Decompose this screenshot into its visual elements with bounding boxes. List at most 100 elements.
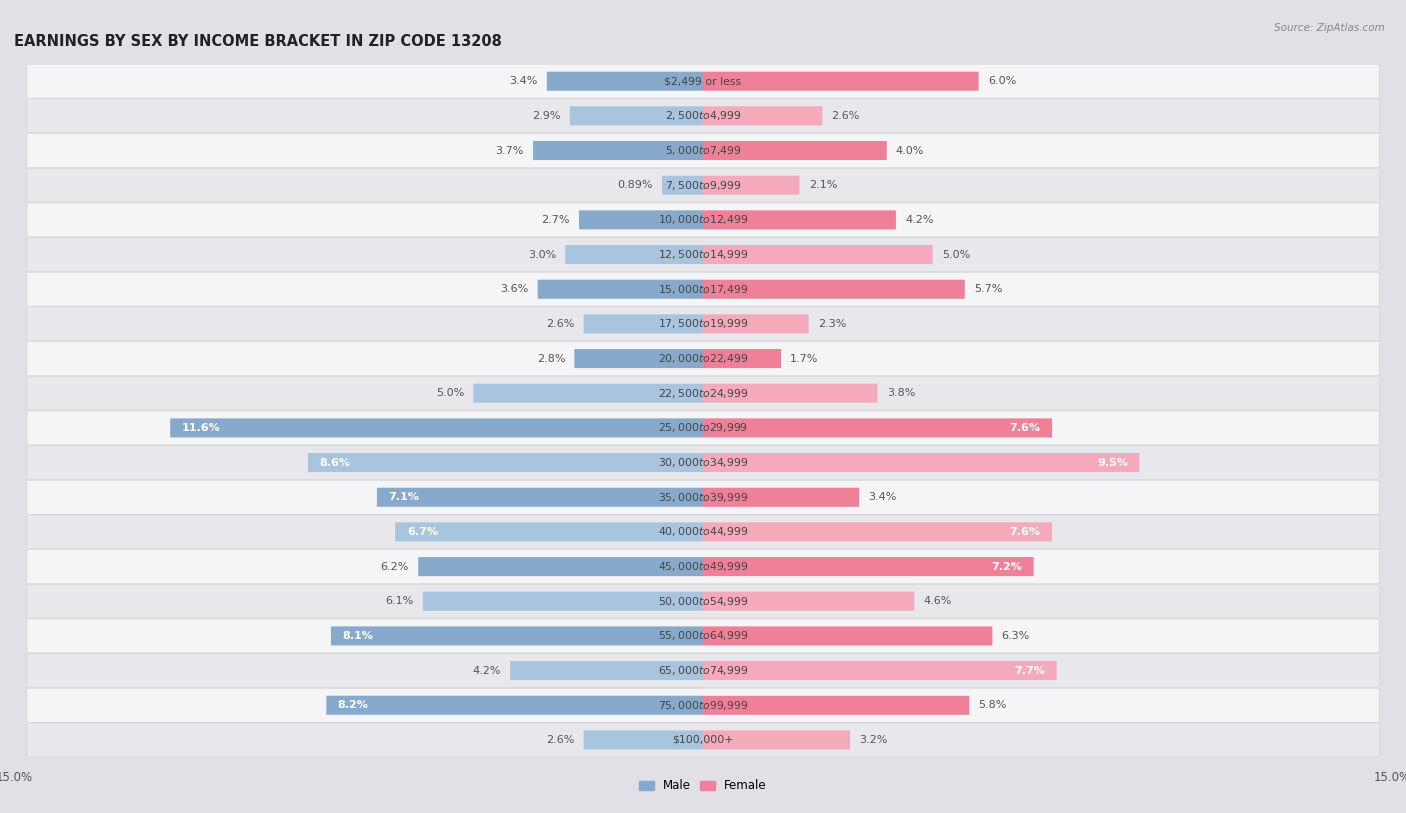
Text: Source: ZipAtlas.com: Source: ZipAtlas.com xyxy=(1274,23,1385,33)
FancyBboxPatch shape xyxy=(569,107,703,125)
Text: $20,000 to $22,499: $20,000 to $22,499 xyxy=(658,352,748,365)
FancyBboxPatch shape xyxy=(583,730,703,750)
FancyBboxPatch shape xyxy=(703,626,993,646)
FancyBboxPatch shape xyxy=(703,107,823,125)
FancyBboxPatch shape xyxy=(27,585,1379,618)
Text: 4.2%: 4.2% xyxy=(905,215,934,225)
Text: 7.6%: 7.6% xyxy=(1010,423,1040,433)
FancyBboxPatch shape xyxy=(395,523,703,541)
Text: 11.6%: 11.6% xyxy=(181,423,221,433)
Text: $17,500 to $19,999: $17,500 to $19,999 xyxy=(658,317,748,330)
FancyBboxPatch shape xyxy=(583,315,703,333)
FancyBboxPatch shape xyxy=(703,557,1033,576)
FancyBboxPatch shape xyxy=(703,141,887,160)
FancyBboxPatch shape xyxy=(27,168,1379,202)
FancyBboxPatch shape xyxy=(703,280,965,298)
Text: $7,500 to $9,999: $7,500 to $9,999 xyxy=(665,179,741,192)
FancyBboxPatch shape xyxy=(575,349,703,368)
Text: 7.6%: 7.6% xyxy=(1010,527,1040,537)
Text: 8.1%: 8.1% xyxy=(343,631,374,641)
Legend: Male, Female: Male, Female xyxy=(634,775,772,798)
Text: $10,000 to $12,499: $10,000 to $12,499 xyxy=(658,213,748,226)
FancyBboxPatch shape xyxy=(27,99,1379,133)
FancyBboxPatch shape xyxy=(27,723,1379,757)
Text: 5.0%: 5.0% xyxy=(942,250,970,259)
Text: $12,500 to $14,999: $12,500 to $14,999 xyxy=(658,248,748,261)
FancyBboxPatch shape xyxy=(474,384,703,402)
FancyBboxPatch shape xyxy=(510,661,703,680)
FancyBboxPatch shape xyxy=(27,480,1379,515)
Text: 4.6%: 4.6% xyxy=(924,596,952,606)
Text: 6.7%: 6.7% xyxy=(406,527,437,537)
Text: 8.6%: 8.6% xyxy=(319,458,350,467)
FancyBboxPatch shape xyxy=(703,72,979,91)
FancyBboxPatch shape xyxy=(326,696,703,715)
Text: $100,000+: $100,000+ xyxy=(672,735,734,745)
Text: $2,500 to $4,999: $2,500 to $4,999 xyxy=(665,110,741,122)
Text: 3.0%: 3.0% xyxy=(527,250,555,259)
Text: 2.1%: 2.1% xyxy=(808,180,837,190)
FancyBboxPatch shape xyxy=(703,349,782,368)
FancyBboxPatch shape xyxy=(27,133,1379,167)
Text: 2.6%: 2.6% xyxy=(546,735,575,745)
Text: 3.7%: 3.7% xyxy=(495,146,524,155)
FancyBboxPatch shape xyxy=(27,446,1379,480)
FancyBboxPatch shape xyxy=(703,523,1052,541)
FancyBboxPatch shape xyxy=(27,341,1379,376)
FancyBboxPatch shape xyxy=(703,488,859,506)
Text: 2.6%: 2.6% xyxy=(546,319,575,329)
Text: 5.8%: 5.8% xyxy=(979,700,1007,711)
FancyBboxPatch shape xyxy=(703,419,1052,437)
Text: $75,000 to $99,999: $75,000 to $99,999 xyxy=(658,699,748,711)
Text: 6.3%: 6.3% xyxy=(1001,631,1029,641)
FancyBboxPatch shape xyxy=(27,237,1379,272)
FancyBboxPatch shape xyxy=(27,619,1379,653)
FancyBboxPatch shape xyxy=(27,515,1379,549)
Text: $30,000 to $34,999: $30,000 to $34,999 xyxy=(658,456,748,469)
FancyBboxPatch shape xyxy=(27,550,1379,584)
FancyBboxPatch shape xyxy=(565,245,703,264)
FancyBboxPatch shape xyxy=(27,689,1379,722)
FancyBboxPatch shape xyxy=(423,592,703,611)
FancyBboxPatch shape xyxy=(703,245,932,264)
Text: 2.8%: 2.8% xyxy=(537,354,565,363)
Text: 2.9%: 2.9% xyxy=(531,111,561,121)
Text: 7.2%: 7.2% xyxy=(991,562,1022,572)
Text: 6.0%: 6.0% xyxy=(988,76,1017,86)
Text: 3.2%: 3.2% xyxy=(859,735,887,745)
FancyBboxPatch shape xyxy=(170,419,703,437)
FancyBboxPatch shape xyxy=(703,696,969,715)
FancyBboxPatch shape xyxy=(579,211,703,229)
Text: 2.7%: 2.7% xyxy=(541,215,569,225)
FancyBboxPatch shape xyxy=(703,453,1139,472)
Text: 1.7%: 1.7% xyxy=(790,354,818,363)
Text: 2.6%: 2.6% xyxy=(831,111,860,121)
Text: $2,499 or less: $2,499 or less xyxy=(665,76,741,86)
Text: $22,500 to $24,999: $22,500 to $24,999 xyxy=(658,387,748,400)
Text: 9.5%: 9.5% xyxy=(1097,458,1128,467)
FancyBboxPatch shape xyxy=(662,176,703,195)
Text: 8.2%: 8.2% xyxy=(337,700,368,711)
Text: 5.7%: 5.7% xyxy=(974,285,1002,294)
Text: 4.2%: 4.2% xyxy=(472,666,501,676)
Text: $55,000 to $64,999: $55,000 to $64,999 xyxy=(658,629,748,642)
FancyBboxPatch shape xyxy=(27,411,1379,445)
Text: 3.8%: 3.8% xyxy=(887,389,915,398)
FancyBboxPatch shape xyxy=(308,453,703,472)
Text: 3.4%: 3.4% xyxy=(869,492,897,502)
Text: $5,000 to $7,499: $5,000 to $7,499 xyxy=(665,144,741,157)
FancyBboxPatch shape xyxy=(703,384,877,402)
FancyBboxPatch shape xyxy=(27,654,1379,688)
FancyBboxPatch shape xyxy=(27,376,1379,411)
FancyBboxPatch shape xyxy=(703,661,1057,680)
FancyBboxPatch shape xyxy=(418,557,703,576)
Text: $25,000 to $29,999: $25,000 to $29,999 xyxy=(658,421,748,434)
Text: 4.0%: 4.0% xyxy=(896,146,924,155)
FancyBboxPatch shape xyxy=(703,176,800,195)
Text: 5.0%: 5.0% xyxy=(436,389,464,398)
Text: 3.6%: 3.6% xyxy=(501,285,529,294)
Text: 3.4%: 3.4% xyxy=(509,76,537,86)
FancyBboxPatch shape xyxy=(703,592,914,611)
FancyBboxPatch shape xyxy=(533,141,703,160)
FancyBboxPatch shape xyxy=(27,203,1379,237)
